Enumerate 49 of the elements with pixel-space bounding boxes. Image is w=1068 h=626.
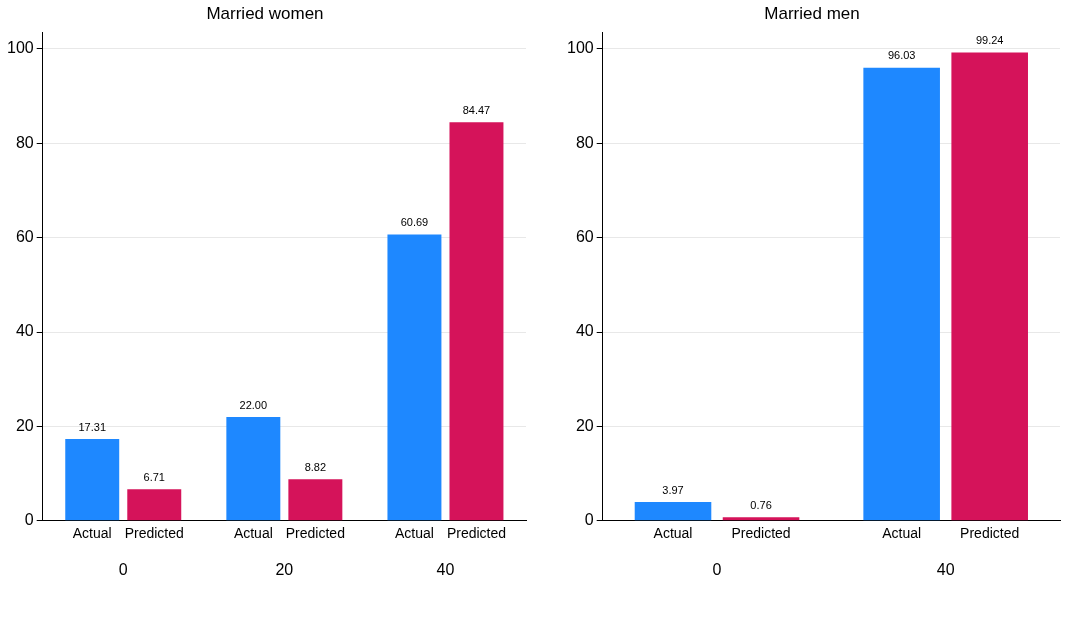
data-label: 6.71	[143, 470, 165, 483]
x-tick-label: 0	[712, 560, 722, 578]
y-tick-label: 20	[15, 416, 34, 434]
bar	[722, 517, 800, 521]
y-tick-label: 40	[575, 322, 594, 340]
y-tick-label: 60	[575, 228, 594, 246]
y-tick-label: 80	[575, 133, 594, 151]
data-label: 84.47	[462, 103, 491, 116]
series-label: Predicted	[731, 524, 791, 541]
x-tick-label: 20	[275, 560, 294, 578]
y-tick-label: 0	[584, 511, 594, 529]
y-tick-label: 20	[575, 416, 594, 434]
bar	[634, 502, 712, 521]
data-label: 0.76	[750, 498, 772, 511]
data-label: 60.69	[400, 215, 429, 228]
y-tick-label: 0	[24, 511, 34, 529]
data-label: 3.97	[662, 483, 684, 496]
x-tick-label: 40	[936, 560, 955, 578]
bar	[863, 67, 940, 521]
data-label: 8.82	[304, 460, 327, 473]
series-label: Predicted	[124, 524, 184, 541]
bar	[288, 479, 343, 521]
data-label: 22.00	[239, 398, 268, 411]
bar	[226, 416, 281, 521]
bar	[65, 439, 120, 521]
y-tick-label: 60	[15, 228, 34, 246]
series-label: Actual	[653, 524, 693, 541]
data-label: 99.24	[975, 34, 1004, 47]
bar	[127, 489, 182, 521]
chart-title: Married men	[764, 3, 860, 23]
bar	[449, 122, 504, 521]
text: Actual	[233, 524, 273, 541]
text: Predicted	[446, 524, 507, 541]
data-label: 96.03	[887, 49, 916, 62]
text: Predicted	[960, 524, 1020, 541]
text: Predicted	[285, 524, 345, 541]
text: Actual	[394, 524, 434, 541]
x-tick-label: 40	[436, 560, 455, 578]
chart-title: Married women	[206, 3, 324, 23]
x-tick-label: 0	[118, 560, 128, 578]
y-tick-label: 100	[6, 39, 34, 57]
bar	[387, 234, 442, 521]
bar	[951, 52, 1028, 521]
data-label: 17.31	[78, 420, 106, 433]
y-tick-label: 40	[15, 322, 34, 340]
text: Actual	[882, 524, 922, 541]
y-tick-label: 100	[566, 39, 594, 57]
y-tick-label: 80	[15, 133, 34, 151]
series-label: Actual	[72, 524, 112, 541]
